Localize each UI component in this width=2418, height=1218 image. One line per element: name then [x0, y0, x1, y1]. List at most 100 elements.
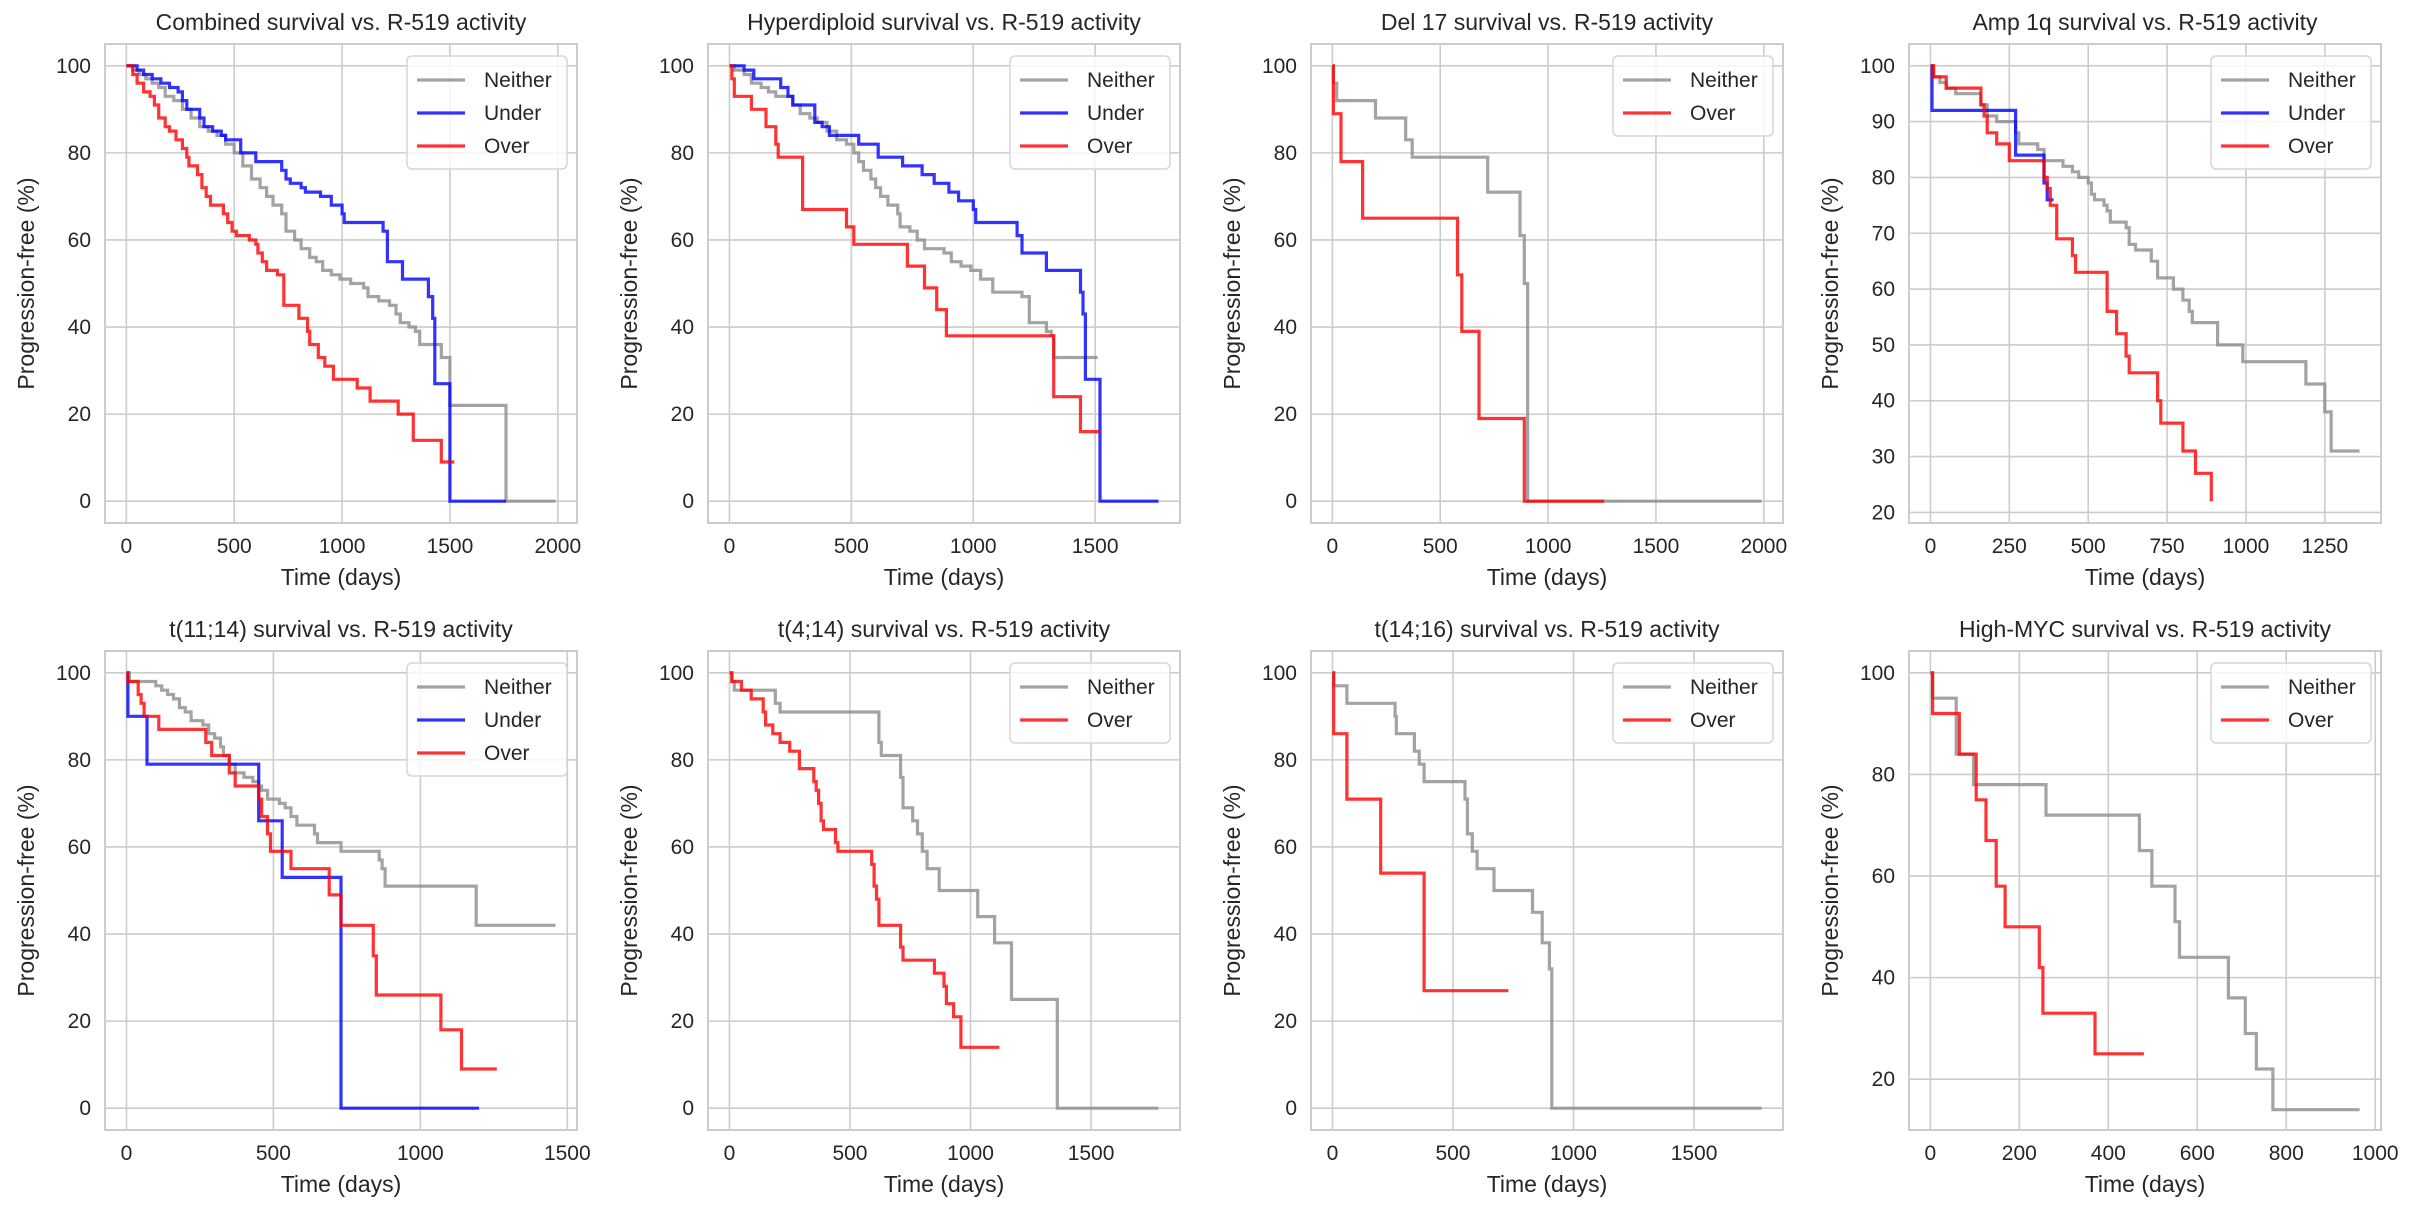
legend-label: Neither	[1690, 676, 1758, 699]
chart-title: t(4;14) survival vs. R-519 activity	[778, 616, 1111, 642]
y-tick-label: 60	[1872, 865, 1895, 888]
series-line-over	[729, 64, 1100, 434]
series-line-neither	[126, 671, 556, 927]
y-tick-label: 80	[1274, 749, 1297, 772]
axes-frame	[1310, 43, 1784, 524]
series-line-over	[1930, 671, 2144, 1056]
x-axis-label: Time (days)	[884, 564, 1005, 590]
x-tick-label: 500	[834, 535, 869, 558]
legend-box	[406, 55, 568, 170]
y-axis-label: Progression-free (%)	[1817, 784, 1843, 996]
series-line-over	[1331, 64, 1605, 503]
km-plot: 0 500 1000 1500 0 20 40 60 80 100 Hyperdiploid sur…	[616, 9, 1181, 590]
chart-panel: 0 500 1000 1500 0 20 40 60 80 100 t(11;14) surviva…	[0, 607, 604, 1214]
y-tick-label: 30	[1872, 446, 1895, 469]
series-line-over	[126, 671, 497, 1071]
y-tick-label: 50	[1872, 334, 1895, 357]
legend-label: Neither	[484, 69, 552, 92]
series-line-under	[126, 64, 506, 503]
y-tick-label: 60	[68, 836, 91, 859]
y-tick-label: 60	[1872, 278, 1895, 301]
legend-box	[1009, 662, 1171, 744]
x-tick-label: 1000	[950, 535, 997, 558]
chart-panel: 0 250 500 750 1000 1250 20 30 40 50 60 70 80 90 100 Amp…	[1804, 0, 2408, 607]
series-line-neither	[1332, 671, 1762, 1110]
legend-box	[1612, 55, 1774, 137]
chart-panel: 0 500 1000 1500 0 20 40 60 80 100 Hyperdiploid sur…	[603, 0, 1207, 607]
series-line-neither	[729, 64, 1098, 360]
y-tick-label: 40	[671, 923, 694, 946]
y-tick-label: 0	[79, 1097, 91, 1120]
x-axis-label: Time (days)	[281, 564, 402, 590]
y-tick-label: 70	[1872, 222, 1895, 245]
x-tick-label: 500	[217, 535, 252, 558]
x-tick-label: 500	[256, 1142, 291, 1165]
legend-label: Over	[1087, 709, 1133, 732]
legend: Neither Over	[1612, 662, 1774, 744]
x-tick-label: 1500	[427, 535, 474, 558]
x-tick-label: 800	[2269, 1142, 2304, 1165]
axes-frame	[707, 43, 1181, 524]
x-tick-label: 1500	[1633, 535, 1680, 558]
y-tick-label: 100	[659, 55, 694, 78]
y-tick-label: 80	[1872, 763, 1895, 786]
x-tick-label: 750	[2150, 535, 2185, 558]
y-tick-label: 100	[56, 662, 91, 685]
chart-title: t(11;14) survival vs. R-519 activity	[169, 616, 513, 642]
y-tick-label: 20	[671, 1010, 694, 1033]
legend-label: Neither	[2288, 676, 2356, 699]
y-tick-label: 20	[1274, 1010, 1297, 1033]
y-tick-label: 100	[1262, 662, 1297, 685]
x-tick-label: 1000	[319, 535, 366, 558]
legend-label: Over	[1087, 135, 1133, 158]
y-tick-label: 0	[682, 490, 694, 513]
legend-label: Over	[1690, 102, 1736, 125]
chart-title: Del 17 survival vs. R-519 activity	[1381, 9, 1714, 35]
y-tick-label: 40	[1274, 316, 1297, 339]
x-axis-label: Time (days)	[2085, 1171, 2206, 1197]
x-tick-label: 1500	[544, 1142, 591, 1165]
legend-label: Neither	[1690, 69, 1758, 92]
y-tick-label: 40	[1872, 390, 1895, 413]
legend-box	[1009, 55, 1171, 170]
y-axis-label: Progression-free (%)	[616, 177, 642, 389]
y-tick-label: 100	[1860, 55, 1895, 78]
chart-title: Hyperdiploid survival vs. R-519 activity	[747, 9, 1141, 35]
x-axis-label: Time (days)	[1487, 1171, 1608, 1197]
x-tick-label: 1000	[2223, 535, 2270, 558]
legend-box	[1612, 662, 1774, 744]
legend-label: Neither	[1087, 676, 1155, 699]
series-line-over	[1930, 64, 2213, 502]
legend-label: Over	[2288, 709, 2334, 732]
y-axis-label: Progression-free (%)	[1219, 177, 1245, 389]
legend-box	[2210, 55, 2372, 170]
x-tick-label: 1000	[947, 1142, 994, 1165]
legend-label: Neither	[1087, 69, 1155, 92]
series-line-over	[126, 64, 455, 464]
x-axis-label: Time (days)	[2085, 564, 2206, 590]
x-tick-label: 500	[1423, 535, 1458, 558]
x-tick-label: 1500	[1671, 1142, 1718, 1165]
km-plot: 0 250 500 750 1000 1250 20 30 40 50 60 70 80 90 100 Amp…	[1817, 9, 2382, 590]
legend: Neither Over	[1612, 55, 1774, 137]
x-tick-label: 600	[2180, 1142, 2215, 1165]
chart-panel: 0 500 1000 1500 2000 0 20 40 60 80 100 Combined sur…	[0, 0, 604, 607]
y-tick-label: 20	[68, 403, 91, 426]
y-tick-label: 40	[1872, 967, 1895, 990]
axes-frame	[1908, 43, 2382, 524]
series-line-under	[729, 64, 1159, 503]
series-line-neither	[729, 671, 1159, 1110]
chart-title: t(14;16) survival vs. R-519 activity	[1374, 616, 1720, 642]
km-plot: 0 500 1000 1500 2000 0 20 40 60 80 100 Del 17 survi…	[1219, 9, 1787, 590]
legend-label: Under	[1087, 102, 1144, 125]
x-tick-label: 0	[121, 535, 133, 558]
legend-label: Under	[484, 102, 541, 125]
y-tick-label: 60	[671, 836, 694, 859]
x-tick-label: 0	[724, 535, 736, 558]
y-axis-label: Progression-free (%)	[616, 784, 642, 996]
y-tick-label: 80	[68, 749, 91, 772]
x-tick-label: 1000	[2352, 1142, 2399, 1165]
chart-panel: 0 500 1000 1500 2000 0 20 40 60 80 100 Del 17 survi…	[1206, 0, 1810, 607]
legend-label: Over	[1690, 709, 1736, 732]
series-line-over	[729, 671, 1000, 1049]
